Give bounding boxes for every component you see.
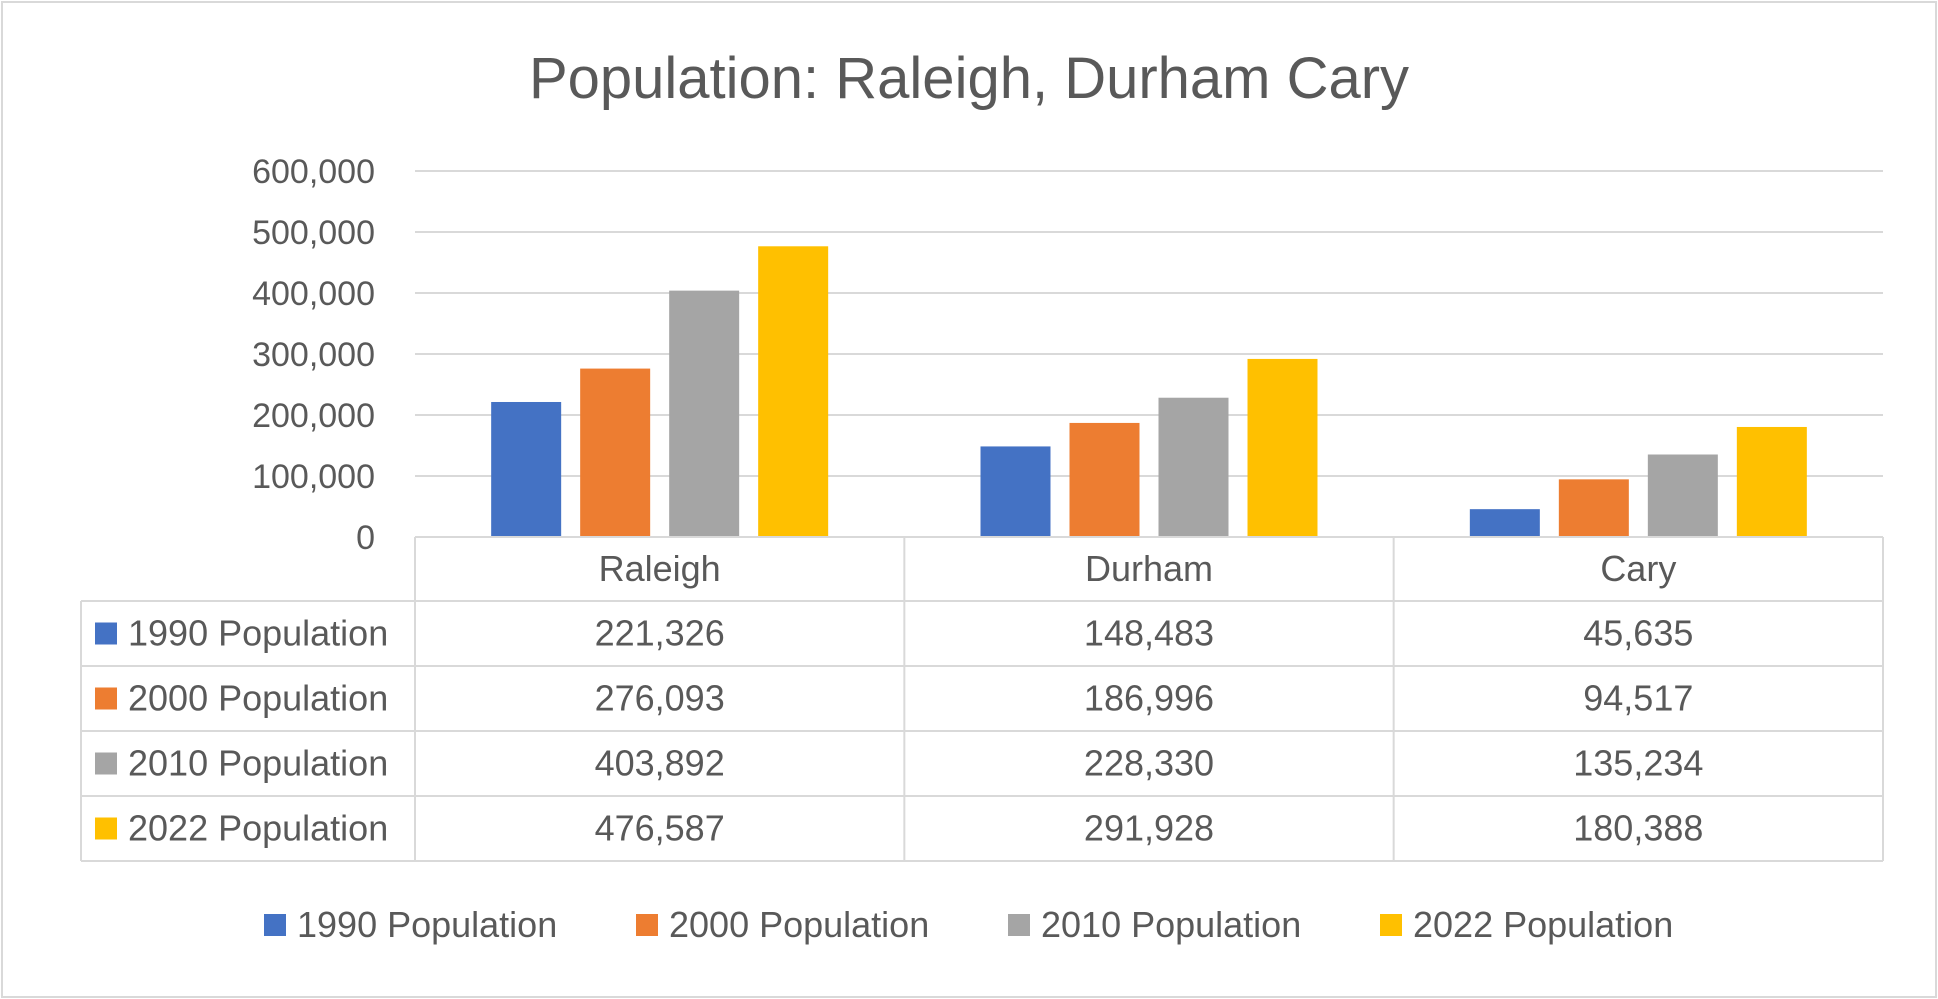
bar-1-0 <box>580 368 651 537</box>
data-label: 228,330 <box>1084 743 1214 784</box>
bar-0-2 <box>1469 509 1540 537</box>
data-label: 148,483 <box>1084 613 1214 654</box>
y-tick-label: 400,000 <box>252 275 375 313</box>
row-series-label: 2022 Population <box>128 808 388 849</box>
data-label: 476,587 <box>595 808 725 849</box>
bar-0-1 <box>980 446 1051 537</box>
row-key-swatch <box>95 622 117 645</box>
row-series-label: 2000 Population <box>128 678 388 719</box>
y-axis-ticks: 0 100,000 200,000 300,000 400,000 500,000 600,… <box>252 153 375 557</box>
bar-1-2 <box>1558 479 1629 537</box>
data-label: 186,996 <box>1084 678 1214 719</box>
bar-1-1 <box>1069 422 1140 537</box>
category-label: Cary <box>1600 548 1676 589</box>
bar-2-0 <box>669 290 740 537</box>
legend-label: 2010 Population <box>1041 904 1301 945</box>
legend: 1990 Population 2000 Population 2010 Popul… <box>264 904 1673 945</box>
bars <box>491 246 1807 538</box>
row-key-swatch <box>95 752 117 775</box>
data-label: 135,234 <box>1573 743 1703 784</box>
data-label: 45,635 <box>1583 613 1693 654</box>
legend-swatch <box>636 914 658 936</box>
legend-label: 2000 Population <box>669 904 929 945</box>
bar-3-2 <box>1736 426 1807 537</box>
legend-swatch <box>1008 914 1030 936</box>
category-label: Raleigh <box>599 548 721 589</box>
gridlines <box>415 170 1883 477</box>
row-key-swatch <box>95 817 117 840</box>
data-label: 276,093 <box>595 678 725 719</box>
data-label: 221,326 <box>595 613 725 654</box>
y-tick-label: 200,000 <box>252 397 375 435</box>
row-series-label: 1990 Population <box>128 613 388 654</box>
data-label: 94,517 <box>1583 678 1693 719</box>
legend-swatch <box>264 914 286 936</box>
bar-2-1 <box>1158 397 1229 537</box>
data-label: 291,928 <box>1084 808 1214 849</box>
y-tick-label: 0 <box>356 519 375 557</box>
bar-2-2 <box>1647 454 1718 537</box>
row-series-label: 2010 Population <box>128 743 388 784</box>
row-key-swatch <box>95 687 117 710</box>
bar-0-0 <box>491 401 562 537</box>
legend-label: 2022 Population <box>1413 904 1673 945</box>
y-tick-label: 300,000 <box>252 336 375 374</box>
y-tick-label: 100,000 <box>252 458 375 496</box>
y-tick-label: 500,000 <box>252 214 375 252</box>
category-label: Durham <box>1085 548 1213 589</box>
data-label: 180,388 <box>1573 808 1703 849</box>
bar-3-1 <box>1247 358 1318 537</box>
y-tick-label: 600,000 <box>252 153 375 191</box>
legend-swatch <box>1380 914 1402 936</box>
legend-label: 1990 Population <box>297 904 557 945</box>
data-table: Raleigh Durham Cary 1990 Population 221,326 1… <box>80 536 1884 862</box>
chart-title: Population: Raleigh, Durham Cary <box>529 46 1409 111</box>
data-label: 403,892 <box>595 743 725 784</box>
bar-3-0 <box>758 246 829 538</box>
